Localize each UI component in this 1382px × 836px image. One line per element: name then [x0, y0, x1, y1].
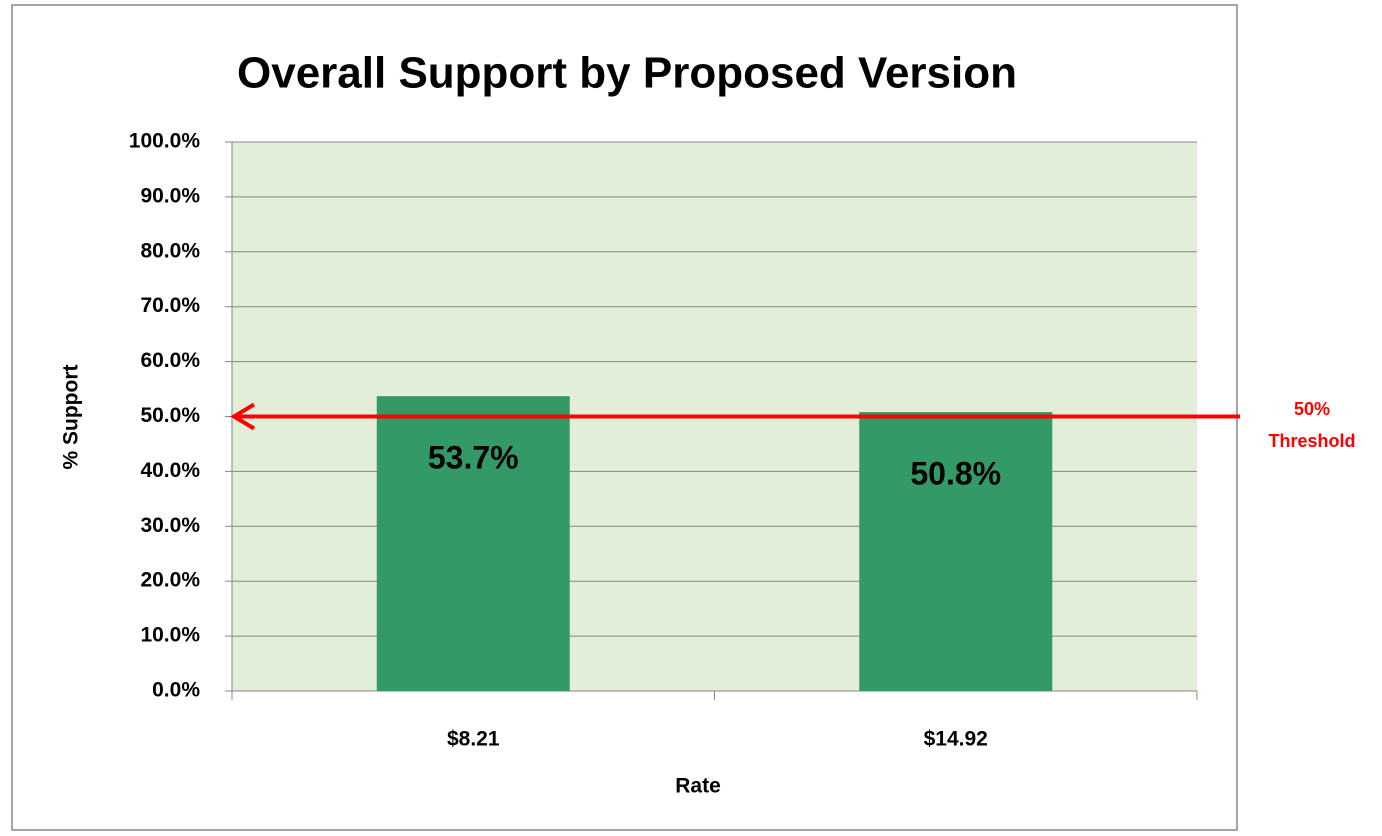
y-tick-label: 90.0%	[140, 184, 200, 207]
bar	[859, 412, 1053, 691]
y-tick-label: 0.0%	[152, 679, 200, 702]
y-axis-label: % Support	[60, 365, 83, 470]
value-label: 53.7%	[428, 440, 519, 476]
y-tick-label: 30.0%	[140, 514, 200, 537]
y-tick-label: 80.0%	[140, 239, 200, 262]
y-tick-label: 100.0%	[129, 130, 201, 153]
y-tick-label: 40.0%	[140, 459, 200, 482]
y-tick-label: 20.0%	[140, 569, 200, 592]
threshold-label: Threshold	[1268, 431, 1355, 451]
y-tick-label: 60.0%	[140, 349, 200, 372]
threshold-arrowhead	[230, 402, 256, 431]
y-tick-label: 10.0%	[140, 624, 200, 647]
bar	[376, 396, 570, 691]
x-axis-label: Rate	[675, 775, 721, 798]
x-tick-label: $14.92	[924, 728, 988, 751]
y-tick-label: 70.0%	[140, 294, 200, 317]
chart-title: Overall Support by Proposed Version	[237, 49, 1017, 98]
x-tick-label: $8.21	[447, 728, 500, 751]
y-tick-label: 50.0%	[140, 404, 200, 427]
threshold-label: 50%	[1294, 399, 1330, 419]
value-label: 50.8%	[910, 456, 1001, 492]
